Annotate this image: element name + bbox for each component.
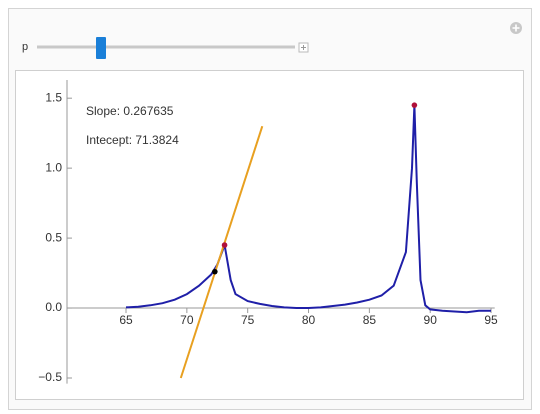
y-tick-label: 1.5 [45, 90, 62, 104]
line [179, 125, 264, 379]
x-tick-label: 80 [302, 313, 316, 327]
slope-annotation: Slope: 0.267635 [86, 104, 174, 118]
x-tick-label: 75 [241, 313, 255, 327]
point [221, 242, 228, 248]
slider-thumb[interactable] [96, 37, 106, 59]
y-tick-label: 0.5 [45, 230, 62, 244]
y-tick-label: 1.0 [45, 160, 62, 174]
x-tick-label: 95 [484, 313, 498, 327]
y-tick-label: −0.5 [38, 370, 62, 384]
y-tick-label: 0.0 [45, 300, 62, 314]
x-tick-label: 65 [119, 313, 133, 327]
x-tick-label: 85 [363, 313, 377, 327]
plot-frame [15, 70, 524, 400]
x-tick-label: 90 [424, 313, 438, 327]
slider-label: p [22, 41, 28, 53]
point [411, 102, 418, 108]
line [125, 105, 491, 314]
x-tick-label: 70 [180, 313, 194, 327]
intercept-annotation: Intecept: 71.3824 [86, 133, 179, 147]
slider-expand-icon [301, 45, 306, 50]
point [212, 268, 218, 275]
add-icon [512, 24, 520, 32]
